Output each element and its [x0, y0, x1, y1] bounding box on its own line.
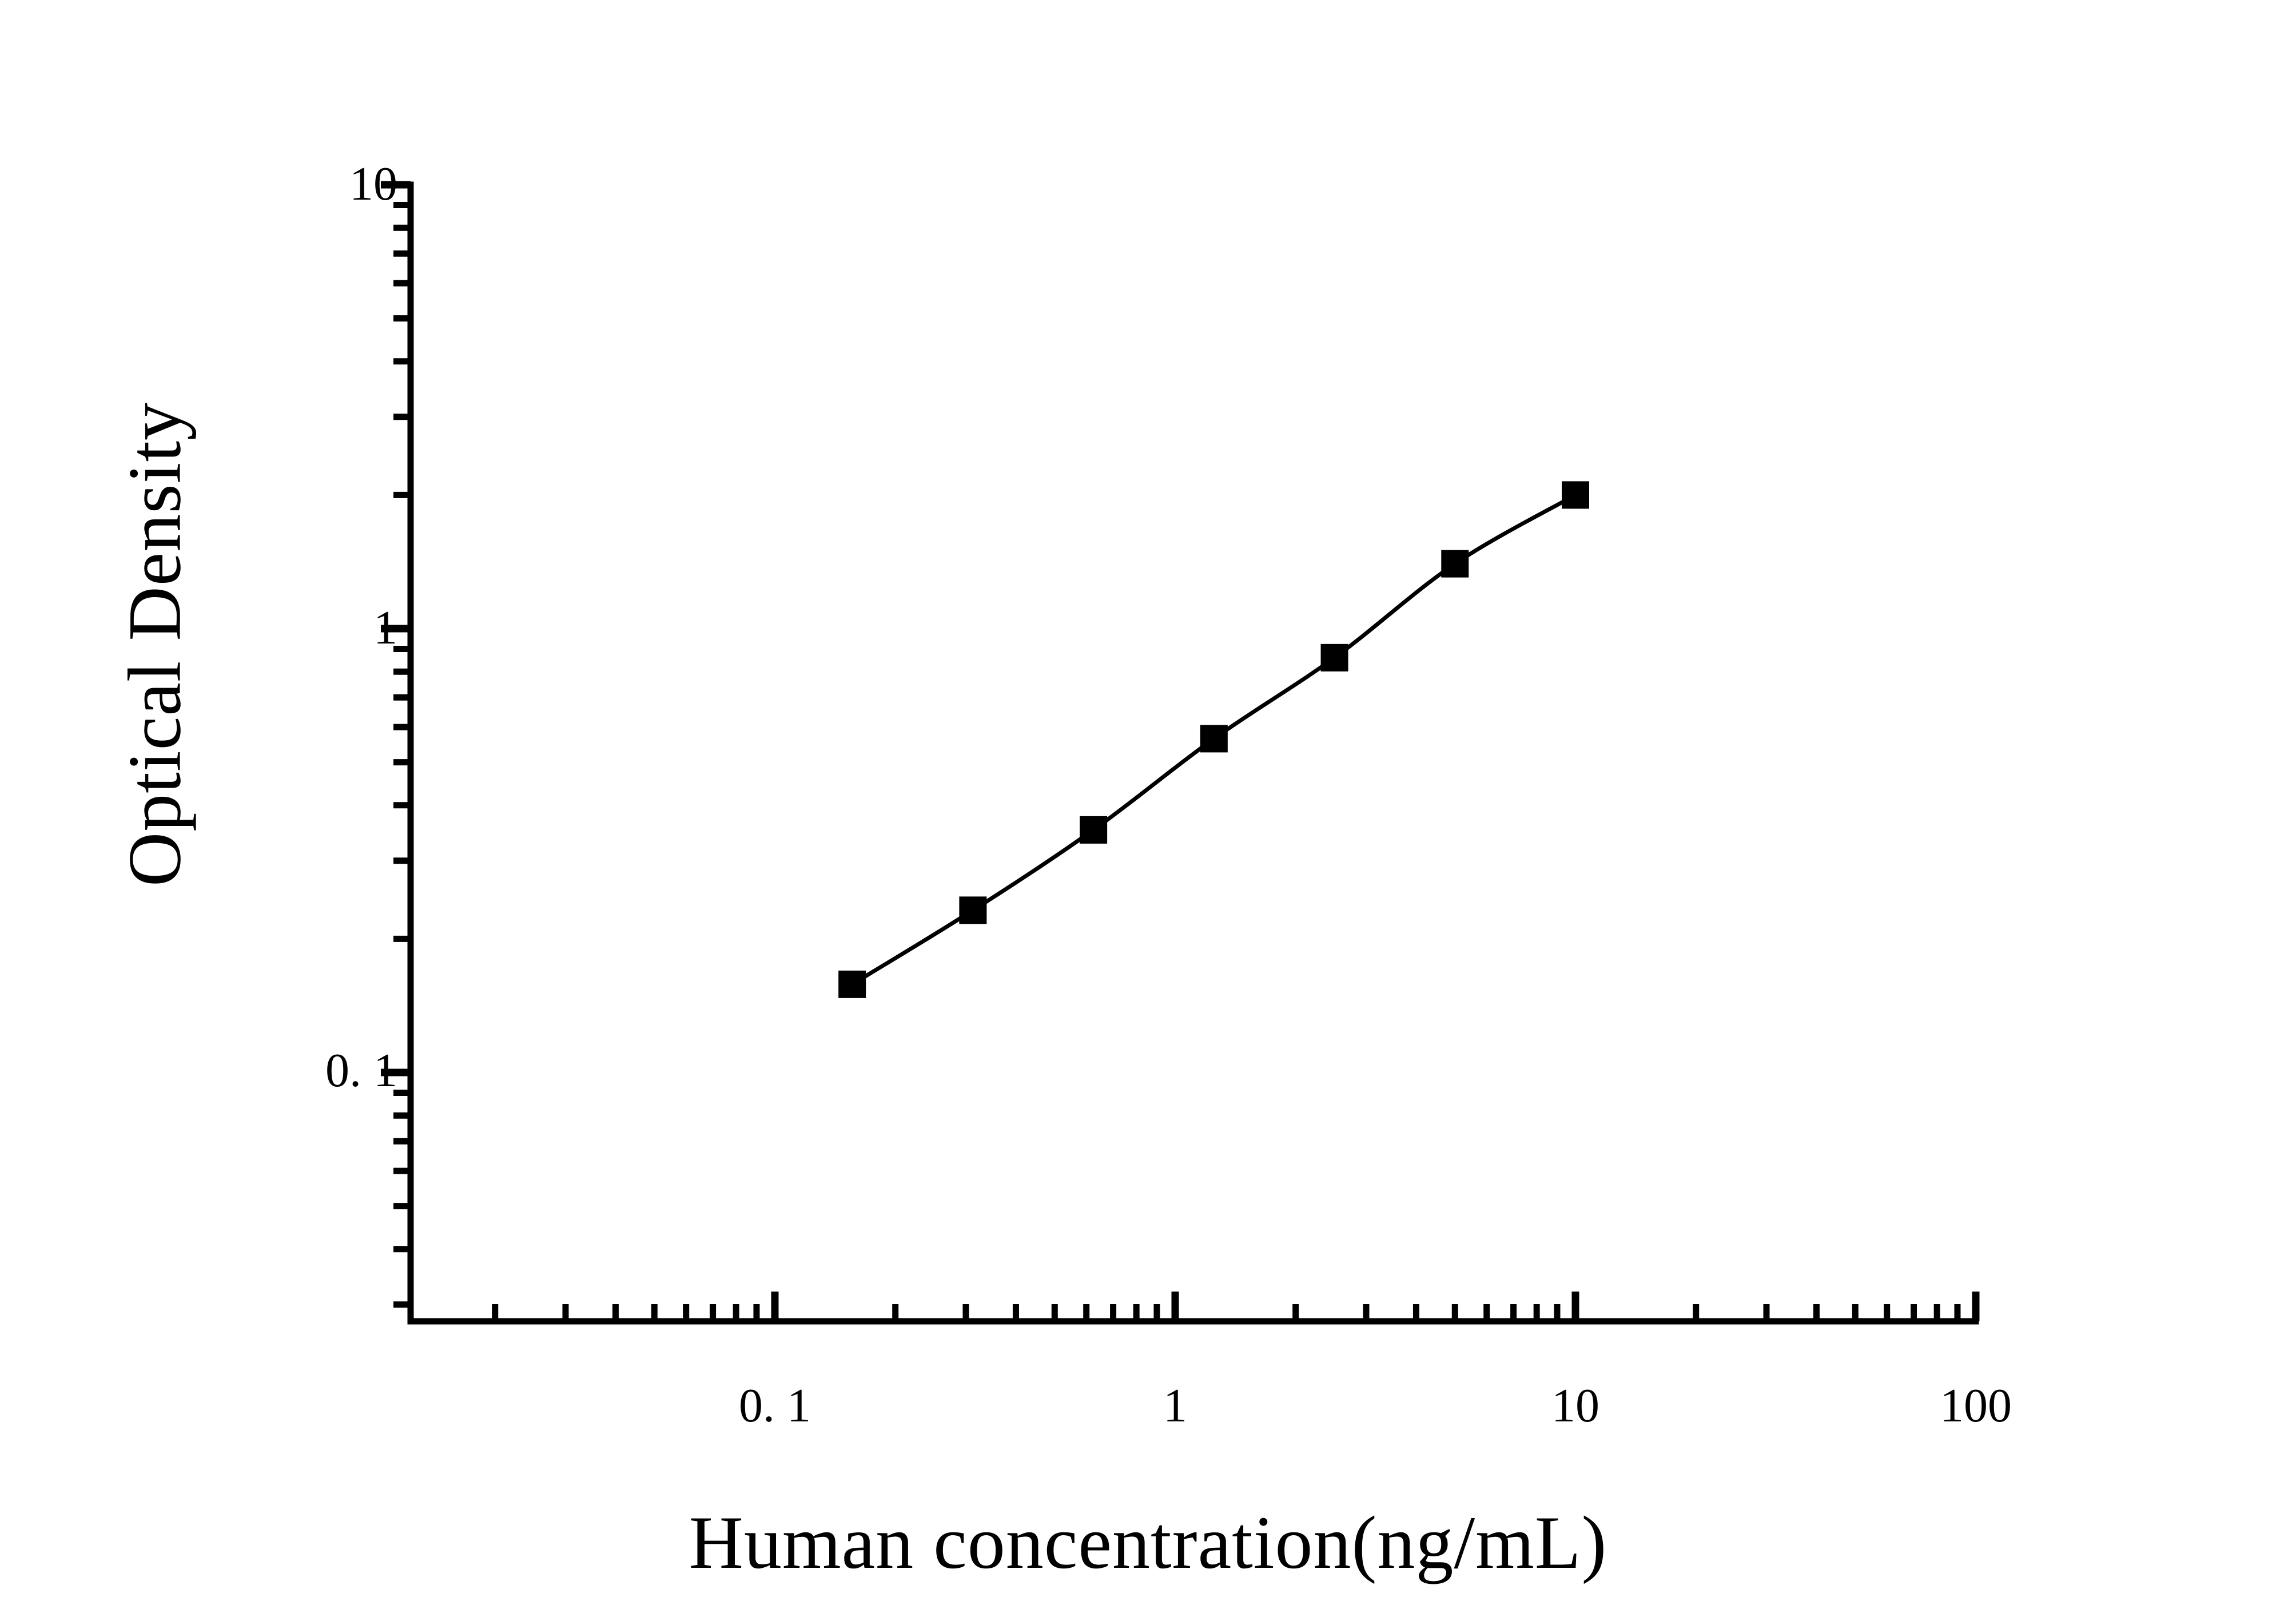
x-axis-ticks [492, 1292, 1980, 1321]
x-tick-label-1: 1 [1163, 1379, 1187, 1432]
y-axis-ticks [381, 181, 411, 1308]
x-tick-label-100: 100 [1940, 1379, 2012, 1432]
data-point-marker [1441, 550, 1469, 578]
y-tick-label-0.1: 0. 1 [325, 1044, 397, 1097]
x-tick-label-0.1: 0. 1 [739, 1379, 811, 1432]
data-point-marker [1562, 481, 1589, 509]
series-0 [838, 481, 1589, 998]
y-tick-label-10: 10 [349, 157, 397, 210]
x-tick-label-10: 10 [1551, 1379, 1599, 1432]
y-tick-label-1: 1 [373, 601, 397, 654]
data-point-marker [1080, 816, 1108, 844]
data-point-marker [1320, 643, 1348, 672]
data-point-marker [838, 970, 866, 998]
axis-spines [407, 181, 1979, 1325]
data-point-marker [1200, 725, 1228, 753]
y-axis-title: Optical Density [112, 402, 197, 887]
x-axis-title: Human concentration(ng/mL) [689, 1500, 1607, 1584]
data-point-marker [959, 896, 987, 924]
